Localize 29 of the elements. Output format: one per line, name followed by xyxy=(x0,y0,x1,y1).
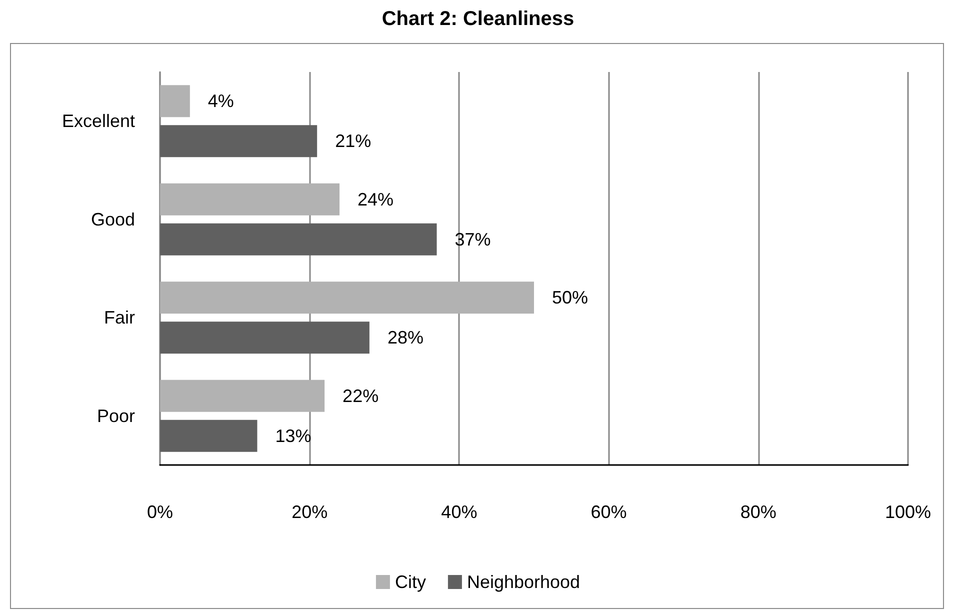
x-tick-label: 20% xyxy=(292,502,328,522)
legend-label: City xyxy=(394,572,426,592)
data-label: 22% xyxy=(342,386,379,406)
bar xyxy=(160,420,258,452)
x-tick-label: 80% xyxy=(740,502,776,522)
data-label: 21% xyxy=(335,131,372,152)
y-tick-label: Good xyxy=(90,209,135,230)
bar xyxy=(160,183,340,216)
bar xyxy=(160,380,325,412)
x-tick-label: 0% xyxy=(146,502,174,522)
data-label: 37% xyxy=(454,229,491,250)
bar xyxy=(160,322,370,354)
data-label: 24% xyxy=(358,189,394,210)
x-tick-label: 40% xyxy=(441,502,478,522)
y-tick-label: Poor xyxy=(96,406,135,426)
data-label: 13% xyxy=(275,426,312,446)
bar xyxy=(160,125,318,158)
data-label: 4% xyxy=(208,91,234,112)
bar xyxy=(160,85,190,118)
bar xyxy=(160,223,437,256)
x-tick-label: 60% xyxy=(590,502,627,522)
y-tick-label: Excellent xyxy=(62,111,135,132)
chart-title: Chart 2: Cleanliness xyxy=(382,8,574,30)
legend-label: Neighborhood xyxy=(466,572,580,592)
x-tick-label: 100% xyxy=(884,502,932,522)
bar xyxy=(160,282,534,314)
y-tick-label: Fair xyxy=(104,308,136,328)
data-label: 28% xyxy=(387,328,424,348)
data-label: 50% xyxy=(552,288,588,308)
